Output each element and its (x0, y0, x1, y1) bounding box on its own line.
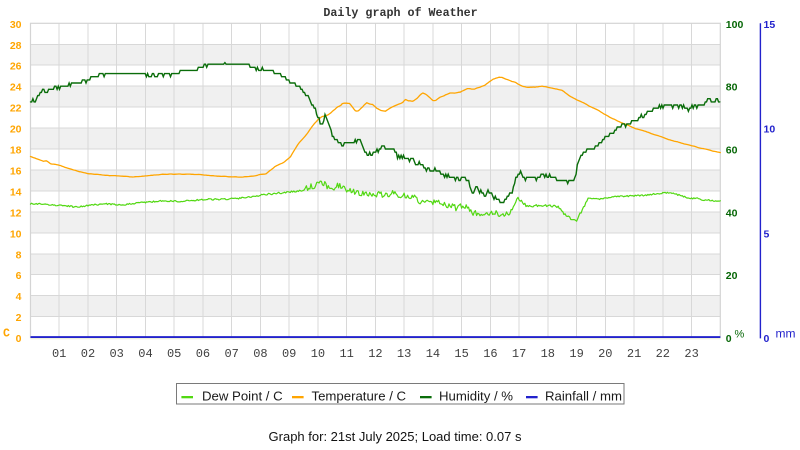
svg-text:09: 09 (282, 347, 296, 361)
svg-text:40: 40 (726, 207, 738, 219)
svg-text:11: 11 (339, 347, 353, 361)
svg-text:0: 0 (16, 333, 22, 345)
svg-text:5: 5 (764, 228, 770, 240)
svg-text:10: 10 (10, 228, 22, 240)
svg-text:Dew Point / C: Dew Point / C (202, 388, 283, 403)
svg-text:15: 15 (764, 19, 776, 31)
svg-text:20: 20 (726, 270, 738, 282)
svg-text:08: 08 (253, 347, 267, 361)
svg-text:30: 30 (10, 19, 22, 31)
svg-text:07: 07 (224, 347, 238, 361)
svg-text:18: 18 (10, 145, 22, 157)
svg-text:12: 12 (10, 207, 22, 219)
svg-text:10: 10 (764, 124, 776, 136)
svg-text:10: 10 (311, 347, 325, 361)
svg-text:80: 80 (726, 82, 738, 94)
svg-text:4: 4 (16, 291, 22, 303)
svg-text:06: 06 (196, 347, 210, 361)
svg-text:14: 14 (426, 347, 440, 361)
svg-text:26: 26 (10, 61, 22, 73)
svg-text:18: 18 (541, 347, 555, 361)
svg-text:14: 14 (10, 186, 22, 198)
svg-text:23: 23 (684, 347, 698, 361)
svg-text:01: 01 (52, 347, 66, 361)
svg-text:Daily graph of Weather: Daily graph of Weather (323, 6, 477, 20)
svg-text:12: 12 (368, 347, 382, 361)
svg-text:mm: mm (776, 327, 796, 341)
svg-text:%: % (735, 329, 745, 341)
svg-text:15: 15 (454, 347, 468, 361)
svg-text:Rainfall / mm: Rainfall / mm (545, 388, 622, 403)
svg-text:13: 13 (397, 347, 411, 361)
svg-text:22: 22 (656, 347, 670, 361)
svg-text:16: 16 (10, 166, 22, 178)
svg-text:03: 03 (109, 347, 123, 361)
svg-text:Graph for: 21st July 2025; Loa: Graph for: 21st July 2025; Load time: 0.… (269, 429, 522, 444)
svg-text:C: C (3, 328, 10, 341)
svg-text:22: 22 (10, 103, 22, 115)
svg-text:2: 2 (16, 312, 22, 324)
svg-text:Temperature / C: Temperature / C (312, 388, 407, 403)
svg-text:20: 20 (10, 124, 22, 136)
svg-text:02: 02 (81, 347, 95, 361)
svg-text:16: 16 (483, 347, 497, 361)
svg-text:100: 100 (726, 19, 744, 31)
svg-text:21: 21 (627, 347, 641, 361)
svg-text:6: 6 (16, 270, 22, 282)
svg-text:0: 0 (764, 333, 770, 345)
svg-text:Humidity / %: Humidity / % (439, 388, 513, 403)
svg-text:60: 60 (726, 145, 738, 157)
svg-text:0: 0 (726, 333, 732, 345)
svg-text:05: 05 (167, 347, 181, 361)
svg-text:17: 17 (512, 347, 526, 361)
svg-text:24: 24 (10, 82, 22, 94)
svg-text:04: 04 (138, 347, 152, 361)
svg-text:19: 19 (569, 347, 583, 361)
svg-text:20: 20 (598, 347, 612, 361)
svg-text:28: 28 (10, 40, 22, 52)
svg-text:8: 8 (16, 249, 22, 261)
